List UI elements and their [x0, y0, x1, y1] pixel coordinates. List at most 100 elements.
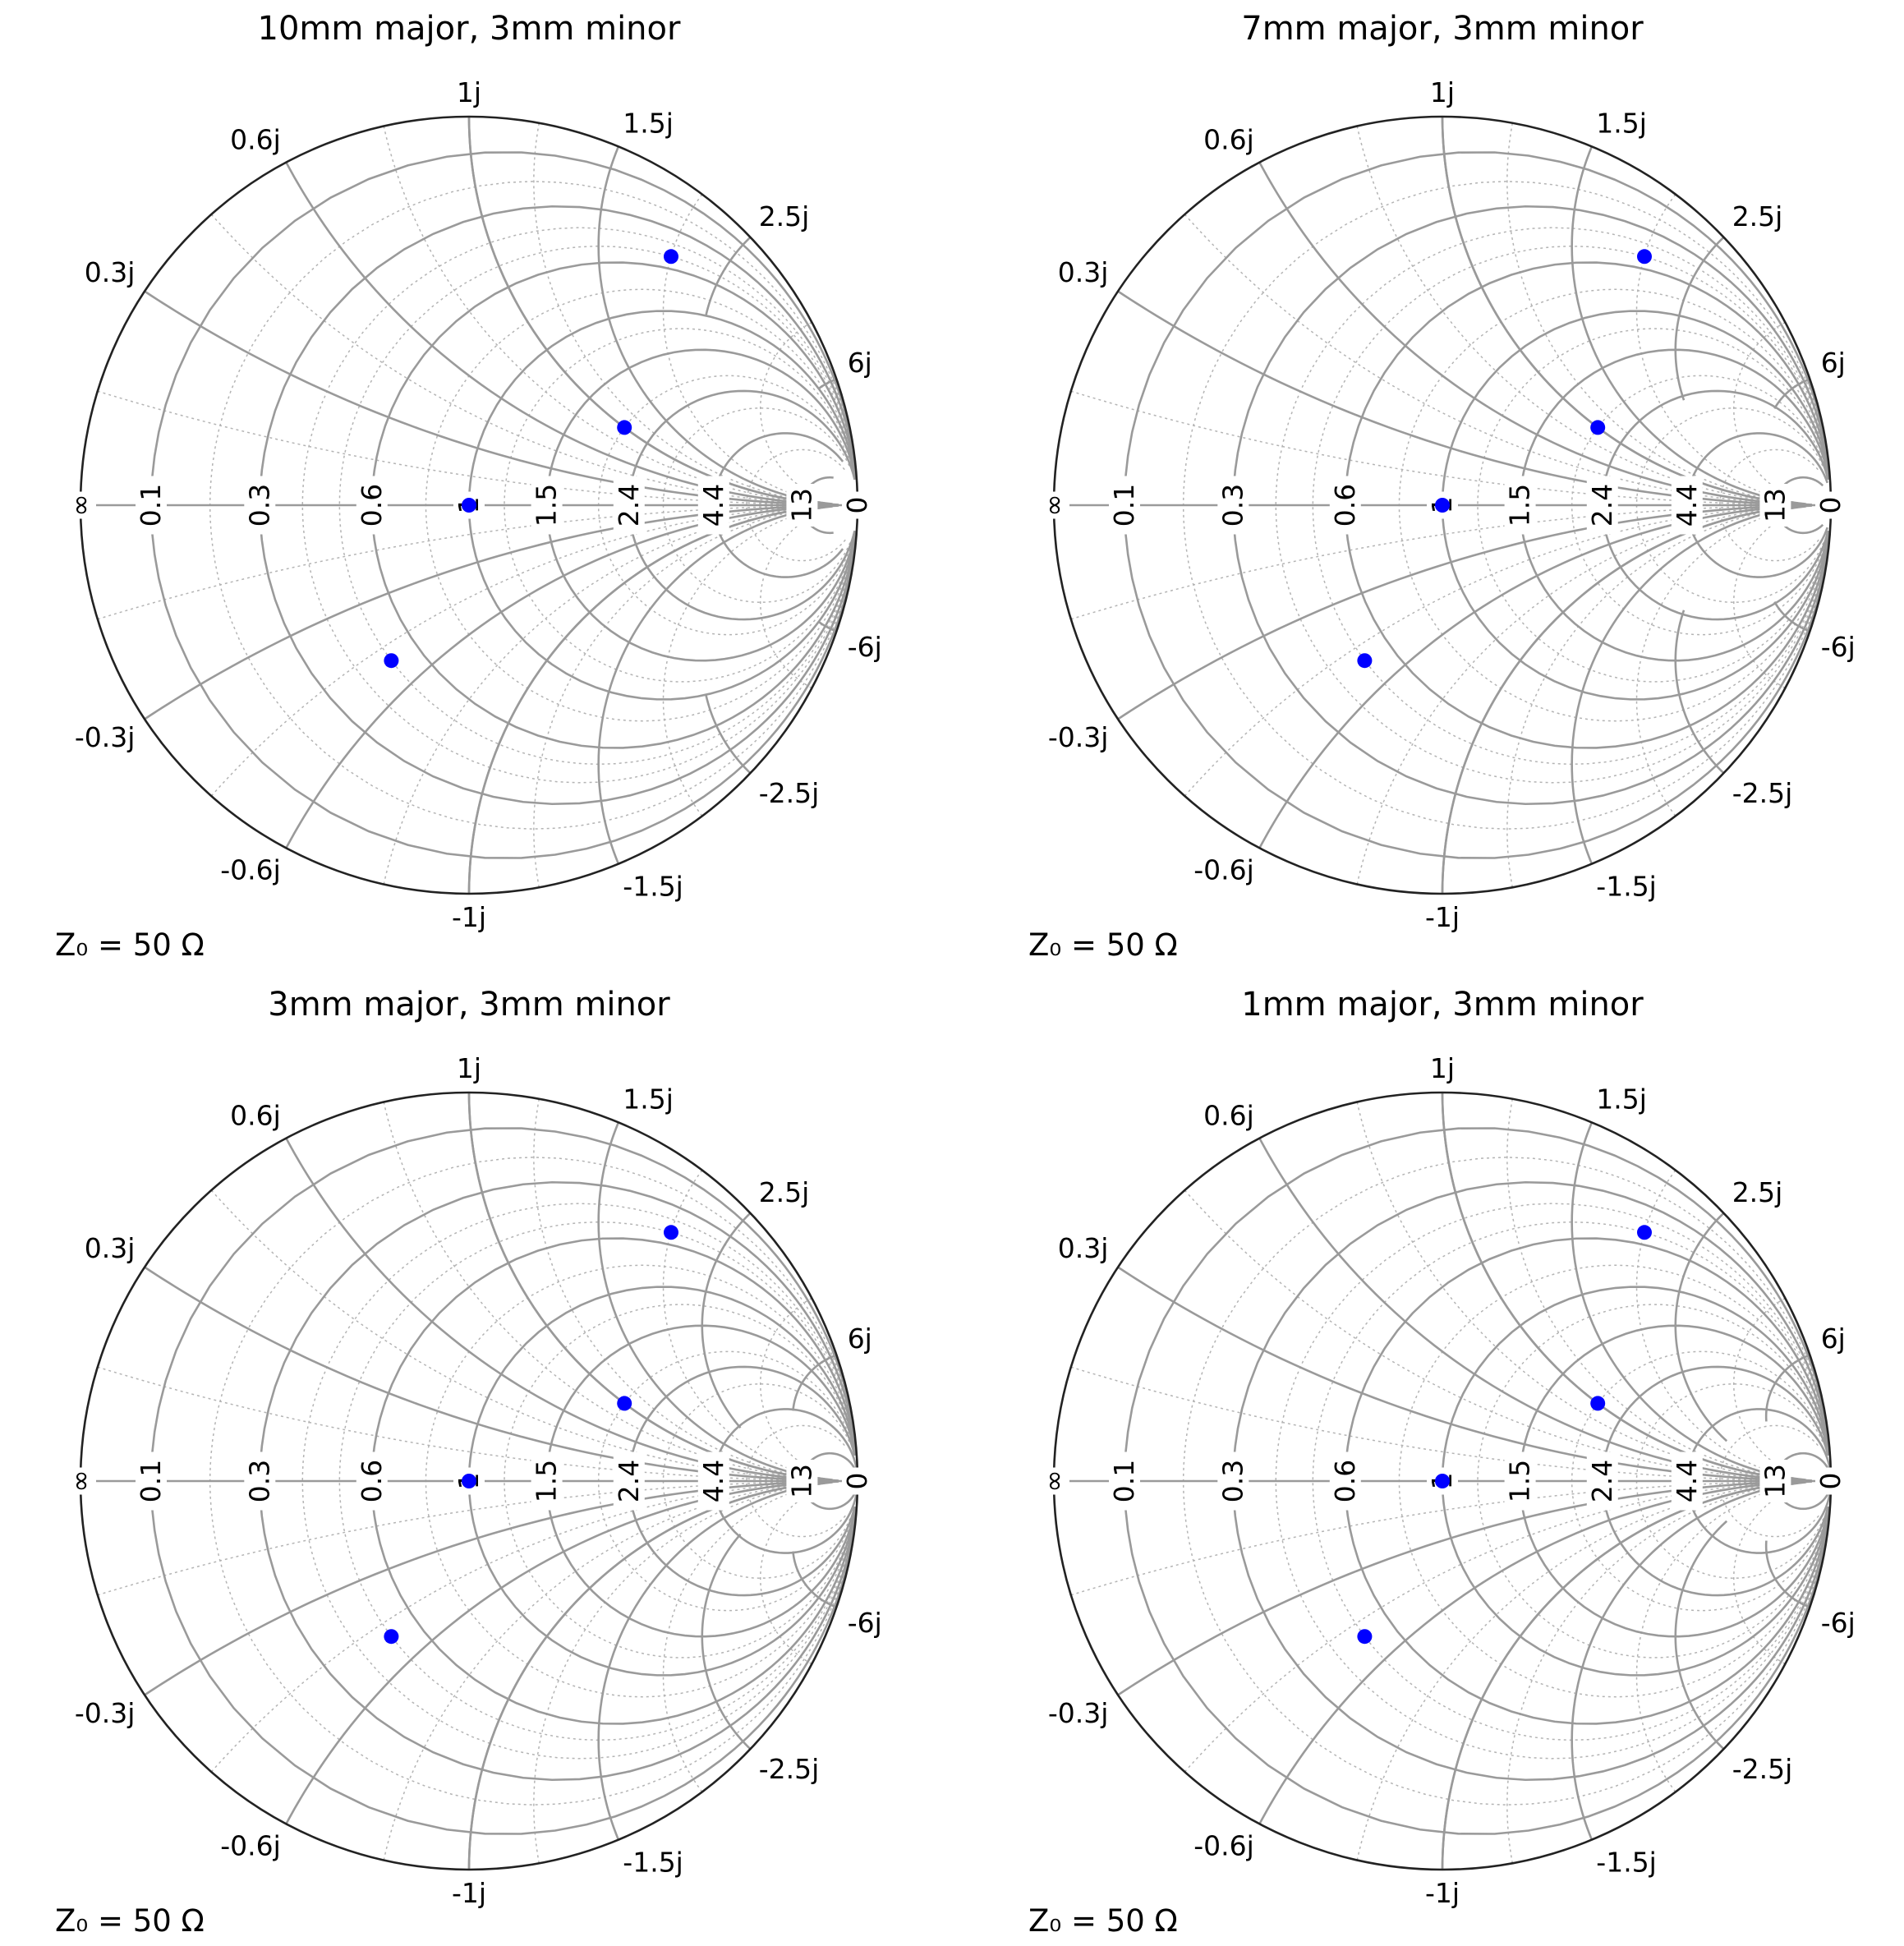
minor-reactance-line: [1184, 1481, 1782, 1773]
tick-label-backing: [65, 491, 96, 519]
tick-label-backing: [1038, 491, 1069, 519]
panel-title: 7mm major, 3mm minor: [1241, 10, 1644, 48]
real-tick-label: 2.4: [1586, 1460, 1618, 1502]
real-tick-label: 0.6: [1329, 484, 1361, 527]
real-tick-label-group: 0.6: [1329, 476, 1361, 535]
minor-resistance-line: [746, 1424, 846, 1538]
real-tick-label-group: 0.1: [1108, 1451, 1140, 1511]
tick-label-backing: [244, 1451, 276, 1511]
major-reactance-line: [1773, 378, 1811, 410]
imag-tick-label: 0.6j: [1203, 123, 1254, 155]
imag-tick-label: -6j: [848, 1607, 882, 1639]
tick-label-backing: [613, 1451, 645, 1511]
real-tick-label-group: 0.3: [1216, 476, 1249, 535]
z0-annotation: Z₀ = 50 Ω: [55, 927, 205, 963]
data-point: [1637, 1225, 1652, 1240]
tick-label-backing: [136, 1451, 167, 1511]
imag-tick-label: -1.5j: [1596, 871, 1657, 903]
imag-tick-label: 1j: [1430, 1052, 1455, 1084]
data-point: [384, 1629, 399, 1645]
smith-panel: ∞134.42.41.510.60.30.101j1.5j2.5j6j0.6j0…: [1028, 10, 1856, 963]
minor-reactance-line: [210, 1481, 809, 1773]
smith-panel: ∞134.42.41.510.60.30.101j1.5j2.5j6j0.6j0…: [55, 10, 882, 963]
data-point: [617, 1396, 632, 1411]
imag-tick-label: 1.5j: [1596, 108, 1647, 140]
tick-label-backing: [136, 476, 167, 535]
minor-reactance-line: [533, 1098, 810, 1479]
tick-label-backing: [1759, 484, 1791, 527]
tick-label-backing: [1671, 1451, 1703, 1511]
tick-label-backing: [531, 1451, 563, 1511]
tick-label-backing: [1759, 1460, 1791, 1502]
minor-resistance-line: [1719, 1424, 1819, 1538]
minor-reactance-line: [1635, 194, 1783, 500]
real-tick-label-group: 4.4: [1671, 476, 1703, 535]
real-tick-label: 1.5: [531, 1460, 563, 1502]
data-point: [1435, 1474, 1450, 1488]
tick-label-backing: [1217, 476, 1249, 535]
tick-label-backing: [1217, 1451, 1249, 1511]
real-tick-label: 13: [785, 1464, 817, 1498]
imag-tick-label: -1j: [452, 901, 486, 933]
real-tick-label: ∞: [1037, 494, 1069, 517]
imag-tick-label: -1.5j: [623, 1847, 683, 1879]
major-reactance-line: [1258, 162, 1806, 506]
real-tick-label-group: 4.4: [697, 1451, 729, 1511]
tick-label-backing: [244, 476, 276, 535]
real-tick-label-group: 0.3: [1216, 1451, 1249, 1511]
tick-label-backing: [697, 476, 729, 535]
major-reactance-line: [705, 236, 752, 316]
real-tick-label-group: 0: [1814, 1467, 1847, 1495]
minor-reactance-line: [662, 1170, 810, 1476]
real-tick-label-group: 13: [1759, 1460, 1791, 1502]
tick-label-backing: [65, 1467, 96, 1495]
real-tick-label-group: 0.1: [1108, 476, 1140, 535]
tick-label-backing: [1504, 476, 1536, 535]
tick-label-backing: [1109, 476, 1140, 535]
real-tick-label-group: 1.5: [1504, 476, 1536, 535]
tick-label-backing: [613, 476, 645, 535]
minor-resistance-line: [1477, 328, 1828, 683]
minor-reactance-line: [383, 1102, 810, 1479]
minor-reactance-line: [383, 1483, 810, 1861]
real-tick-label-group: 1.5: [1504, 1451, 1536, 1511]
minor-reactance-line: [210, 505, 809, 797]
imag-tick-label: 6j: [1821, 1323, 1846, 1355]
smith-panel: ∞134.42.41.510.60.30.101j1.5j2.5j6j0.6j0…: [1028, 986, 1856, 1939]
tick-label-backing: [786, 1460, 818, 1502]
minor-reactance-line: [210, 1189, 809, 1481]
major-reactance-line: [285, 1138, 833, 1482]
real-tick-label: 0: [841, 497, 873, 514]
panel-title: 10mm major, 3mm minor: [258, 10, 681, 48]
minor-reactance-line: [1635, 510, 1783, 817]
imag-tick-label: 0.3j: [85, 256, 136, 288]
major-reactance-line: [705, 694, 752, 775]
imag-tick-label: -2.5j: [759, 1753, 820, 1785]
real-tick-label: 2.4: [613, 1460, 645, 1502]
imag-tick-label: 2.5j: [1732, 200, 1783, 232]
minor-reactance-line: [1184, 1189, 1782, 1481]
imag-tick-label: -0.6j: [220, 1830, 281, 1862]
real-tick-label: 2.4: [1586, 484, 1618, 527]
imag-tick-label: -0.3j: [75, 1697, 136, 1729]
real-tick-label: 1.5: [531, 484, 563, 527]
imag-tick-label: -1.5j: [1596, 1847, 1657, 1879]
data-point: [462, 498, 476, 513]
panel-title: 1mm major, 3mm minor: [1241, 986, 1644, 1024]
data-point: [1590, 1396, 1606, 1411]
smith-panel: ∞134.42.41.510.60.30.101j1.5j2.5j6j0.6j0…: [55, 986, 882, 1939]
major-reactance-line: [1674, 610, 1725, 775]
imag-tick-label: -6j: [1821, 1607, 1856, 1639]
real-tick-label: 4.4: [697, 484, 729, 527]
tick-label-backing: [1329, 476, 1361, 535]
imag-tick-label: -0.6j: [1193, 1830, 1254, 1862]
tick-label-backing: [1038, 1467, 1069, 1495]
imag-tick-label: 0.6j: [1203, 1099, 1254, 1131]
tick-label-backing: [1815, 1467, 1847, 1495]
real-tick-label-group: 0: [1814, 491, 1847, 519]
major-reactance-line: [285, 1480, 833, 1824]
imag-tick-label: 6j: [848, 347, 872, 379]
z0-annotation: Z₀ = 50 Ω: [55, 1903, 205, 1939]
real-tick-label-group: 4.4: [697, 476, 729, 535]
